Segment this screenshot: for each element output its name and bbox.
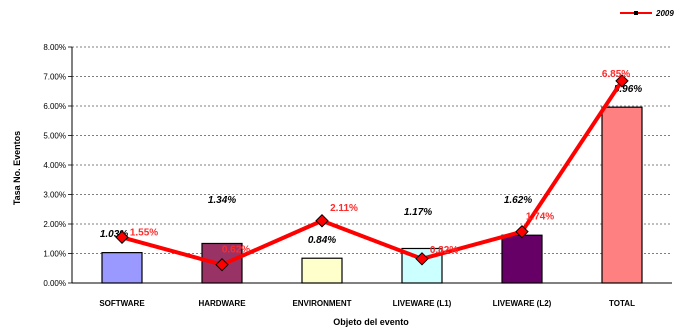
y-tick-label: 6.00% [43,102,66,111]
bar-software [101,252,143,284]
x-category-label: TOTAL [609,299,635,308]
x-category-label: LIVEWARE (L2) [493,299,552,308]
legend: 2009 [620,9,674,18]
x-category-label: LIVEWARE (L1) [393,299,452,308]
y-axis-title: Tasa No. Eventos [12,131,22,205]
legend-marker-swatch [634,11,638,15]
bar-value-label: 5.96% [614,84,642,95]
y-tick-label: 1.00% [43,250,66,259]
bar-liveware-l2 [501,234,543,284]
series-2009-line [121,79,624,267]
bar-value-label: 1.34% [208,195,236,206]
y-tick-label: 2.00% [43,220,66,229]
series-2009-value-label: 1.74% [526,212,554,223]
x-category-label: HARDWARE [198,299,246,308]
series-2009-point [315,214,329,228]
y-tick-label: 4.00% [43,161,66,170]
series-2009-value-label: 0.62% [222,245,250,256]
bar-value-label: 0.84% [308,235,336,246]
bar-value-label: 1.17% [404,207,432,218]
grid-layer [68,46,672,284]
y-tick-labels: 0.00% 1.00% 2.00% 3.00% 4.00% 5.00% 6.00% 7.00%… [43,43,66,288]
bars [101,106,643,284]
series-2009-point [615,74,629,88]
bar-total [601,106,643,284]
x-axis-title: Objeto del evento [333,317,409,327]
bar-environment [301,257,343,284]
series-2009-point [515,224,529,239]
bar-value-label: 1.62% [504,195,532,206]
series-2009-value-label: 6.85% [602,69,630,80]
series-2009-point [415,252,429,266]
x-category-label: ENVIRONMENT [292,299,351,308]
y-tick-label: 3.00% [43,191,66,200]
series-2009-value-label: 2.11% [330,203,358,214]
y-tick-label: 5.00% [43,132,66,141]
series-2009-point [115,230,129,244]
x-category-label: SOFTWARE [99,299,145,308]
legend-label: 2009 [655,9,674,18]
y-tick-label: 7.00% [43,73,66,82]
series-2009-value-label: 1.55% [130,227,158,238]
bar-labels: 1.03% 1.34% 0.84% 1.17% 1.62% 5.96% [100,84,642,246]
category-labels: SOFTWARE HARDWARE ENVIRONMENT LIVEWARE (L1)… [99,299,635,308]
series-2009-value-label: 0.82% [430,245,458,256]
bar-value-label: 1.03% [100,229,128,240]
line-labels: 1.55% 0.62% 2.11% 0.82% 1.74% 6.85% [130,69,630,256]
y-tick-label: 0.00% [43,279,66,288]
y-tick-label: 8.00% [43,43,66,52]
series-2009-point [215,258,229,272]
line-series [115,74,629,272]
